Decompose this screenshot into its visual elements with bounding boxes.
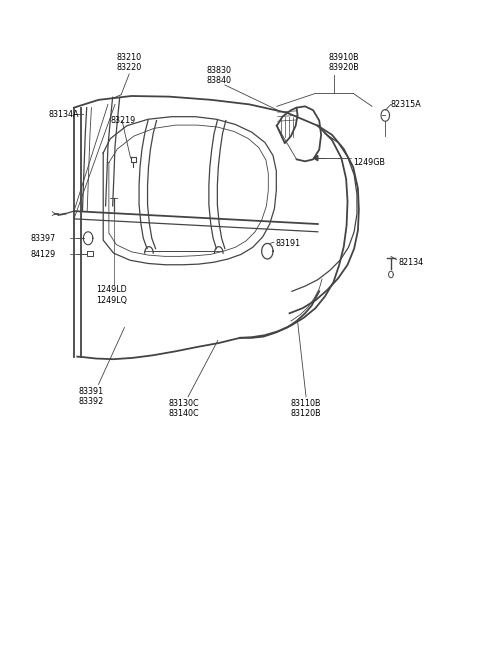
Text: 83219: 83219: [110, 116, 135, 125]
Text: 83210
83220: 83210 83220: [117, 52, 142, 72]
Text: 83191: 83191: [276, 239, 300, 248]
Text: 1249LD
1249LQ: 1249LD 1249LQ: [96, 286, 127, 305]
Polygon shape: [313, 155, 318, 160]
Text: 83910B
83920B: 83910B 83920B: [328, 52, 359, 72]
Text: 83130C
83140C: 83130C 83140C: [168, 399, 199, 418]
Text: 82315A: 82315A: [391, 100, 422, 109]
Text: 83397: 83397: [30, 234, 55, 243]
Text: 82134: 82134: [398, 258, 423, 267]
Text: 1249GB: 1249GB: [353, 158, 385, 167]
Text: 83134A: 83134A: [49, 109, 80, 119]
Text: 83391
83392: 83391 83392: [79, 387, 104, 406]
Text: 84129: 84129: [30, 250, 55, 259]
Text: 83110B
83120B: 83110B 83120B: [291, 399, 321, 418]
Text: 83830
83840: 83830 83840: [207, 66, 232, 85]
